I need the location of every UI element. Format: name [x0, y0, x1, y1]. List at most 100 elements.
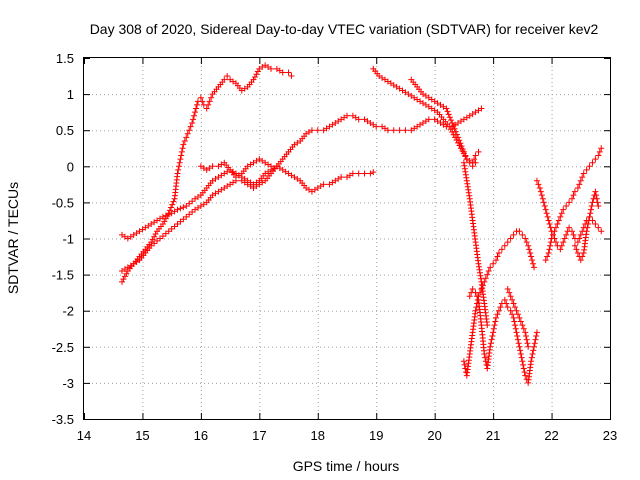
data-point [472, 152, 479, 159]
data-point [596, 148, 603, 155]
data-point [598, 228, 605, 235]
data-point [254, 68, 261, 75]
data-point [593, 192, 600, 199]
data-point [558, 242, 565, 249]
data-point [402, 127, 409, 134]
data-point [518, 354, 525, 361]
data-point [456, 137, 463, 144]
y-tick-label: 0 [67, 159, 74, 174]
data-point [522, 372, 529, 379]
data-point [563, 203, 570, 210]
data-point [530, 260, 537, 267]
data-point [425, 116, 432, 123]
data-point [457, 140, 464, 147]
data-point [179, 145, 186, 152]
x-axis-label: GPS time / hours [293, 458, 400, 474]
series-track-k [542, 145, 605, 264]
data-point [123, 270, 130, 277]
data-point [592, 156, 599, 163]
data-point [571, 188, 578, 195]
data-point [517, 318, 524, 325]
data-point [566, 224, 573, 231]
data-point [472, 159, 479, 166]
data-point [509, 296, 516, 303]
data-point [526, 246, 533, 253]
data-point [529, 257, 536, 264]
data-point [472, 307, 479, 314]
data-point [510, 300, 517, 307]
x-tick-label: 20 [427, 428, 441, 443]
data-point [355, 116, 362, 123]
data-point [576, 181, 583, 188]
data-point [539, 195, 546, 202]
data-point [488, 336, 495, 343]
data-point [514, 336, 521, 343]
data-point [251, 73, 258, 80]
data-point [503, 300, 510, 307]
data-point [561, 235, 568, 242]
data-point [595, 152, 602, 159]
data-point [512, 304, 519, 311]
data-point [528, 253, 535, 260]
data-point [560, 239, 567, 246]
data-point [516, 343, 523, 350]
data-point [170, 198, 177, 205]
data-point [224, 73, 231, 80]
data-point [493, 257, 500, 264]
data-point [519, 231, 526, 238]
data-point [586, 213, 593, 220]
y-tick-label: -0.5 [52, 195, 74, 210]
data-point [178, 152, 185, 159]
data-point [504, 286, 511, 293]
y-tick-label: 0.5 [56, 123, 74, 138]
data-point [443, 105, 450, 112]
data-point [501, 242, 508, 249]
data-point [585, 221, 592, 228]
data-point [475, 148, 482, 155]
data-point [180, 204, 187, 211]
data-point [498, 246, 505, 253]
data-point [593, 195, 600, 202]
data-point [189, 119, 196, 126]
data-point [510, 231, 517, 238]
data-point [460, 358, 467, 365]
data-point [523, 239, 530, 246]
data-point [181, 138, 188, 145]
x-tick-label: 19 [369, 428, 383, 443]
data-point [545, 249, 552, 256]
data-point [546, 246, 553, 253]
data-point [547, 224, 554, 231]
series-track-d [197, 156, 275, 181]
data-point [533, 332, 540, 339]
data-point [544, 213, 551, 220]
data-point [161, 218, 168, 225]
data-point [580, 170, 587, 177]
data-point [121, 273, 128, 280]
data-point [466, 159, 473, 166]
data-point [540, 199, 547, 206]
data-point [507, 235, 514, 242]
data-point [445, 111, 452, 118]
data-point [501, 296, 508, 303]
data-point [576, 235, 583, 242]
data-point [165, 211, 172, 218]
data-point [514, 311, 521, 318]
data-point [485, 267, 492, 274]
data-point [535, 181, 542, 188]
data-point [370, 169, 377, 176]
data-point [589, 159, 596, 166]
data-point [577, 231, 584, 238]
data-point [355, 170, 362, 177]
data-point [494, 253, 501, 260]
data-point [569, 228, 576, 235]
data-point [205, 101, 212, 108]
data-point [466, 293, 473, 300]
data-point [511, 318, 518, 325]
data-point [551, 228, 558, 235]
data-point [570, 192, 577, 199]
data-point [504, 239, 511, 246]
data-point [497, 304, 504, 311]
data-point [594, 199, 601, 206]
data-point [478, 105, 485, 112]
series-track-c [118, 105, 485, 274]
